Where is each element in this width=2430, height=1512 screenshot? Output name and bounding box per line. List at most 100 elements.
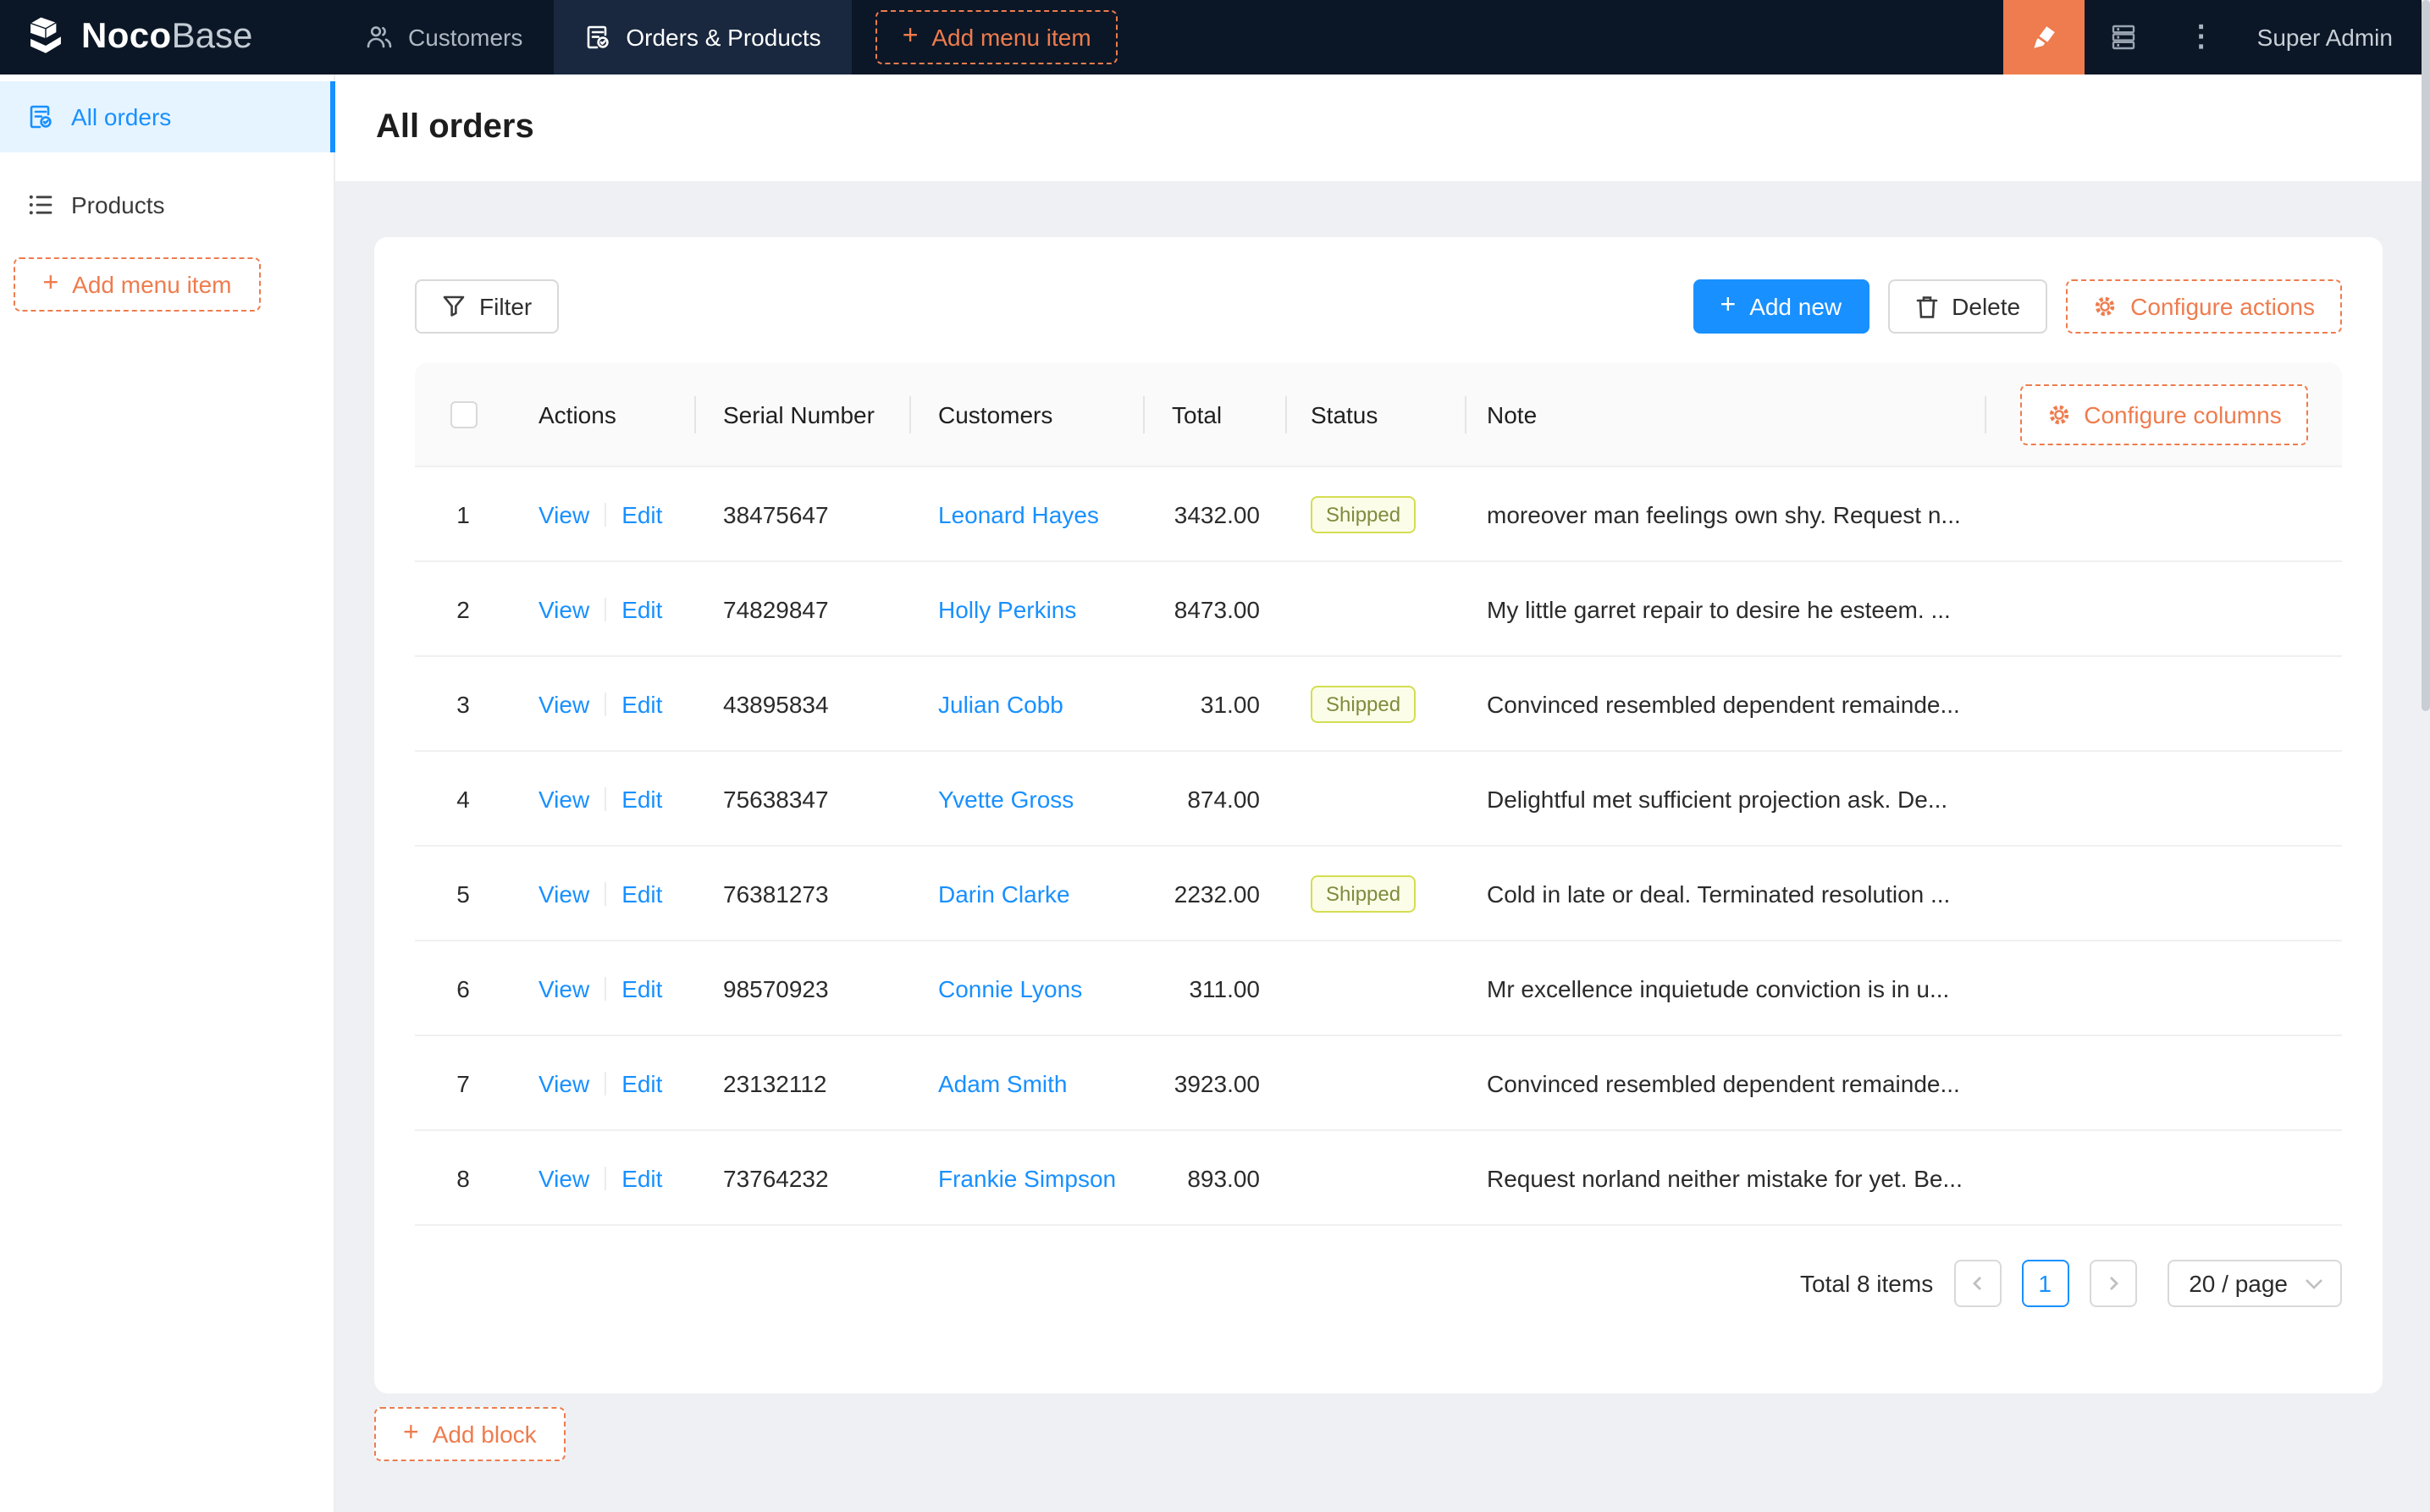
prev-page-button[interactable] [1953,1260,2002,1307]
page-size-select[interactable]: 20 / page [2167,1260,2342,1307]
edit-link[interactable]: Edit [621,500,663,527]
status-badge: Shipped [1311,495,1417,533]
column-header-actions: Actions [511,362,696,466]
button-label: Configure actions [2130,293,2315,320]
view-link[interactable]: View [538,595,590,622]
table-row: 7 View Edit 23132112 Adam Smith 3923.00 … [415,1036,2342,1131]
tab-customers[interactable]: Customers [335,0,553,74]
customer-link[interactable]: Holly Perkins [938,595,1077,622]
ui-editor-button[interactable] [2002,0,2085,74]
logo[interactable]: NocoBase [0,0,335,74]
view-link[interactable]: View [538,974,590,1002]
view-link[interactable]: View [538,690,590,717]
note-cell: Request norland neither mistake for yet.… [1487,1164,1963,1191]
pagination: Total 8 items 1 20 / page [415,1260,2342,1307]
user-menu[interactable]: Super Admin [2240,24,2430,51]
total-cell: 3432.00 [1174,500,1260,527]
edit-link[interactable]: Edit [621,1069,663,1096]
view-link[interactable]: View [538,880,590,907]
view-link[interactable]: View [538,500,590,527]
view-link[interactable]: View [538,1164,590,1191]
customer-link[interactable]: Adam Smith [938,1069,1068,1096]
navbar-right: ⋮ Super Admin [2002,0,2430,74]
row-index: 7 [456,1069,470,1096]
customer-link[interactable]: Julian Cobb [938,690,1063,717]
table-row: 1 View Edit 38475647 Leonard Hayes 3432.… [415,467,2342,562]
logo-text: NocoBase [81,17,253,56]
action-divider [605,976,607,1000]
serial-number-cell: 74829847 [723,595,829,622]
page-size-value: 20 / page [2189,1270,2288,1297]
action-divider [605,786,607,810]
row-index: 5 [456,880,470,907]
more-menu-button[interactable]: ⋮ [2162,0,2240,74]
add-new-button[interactable]: + Add new [1693,279,1869,334]
edit-link[interactable]: Edit [621,1164,663,1191]
customer-link[interactable]: Connie Lyons [938,974,1083,1002]
orders-icon [587,25,609,49]
highlighter-icon [2034,26,2055,48]
filter-button[interactable]: Filter [415,279,560,334]
serial-number-cell: 23132112 [723,1069,827,1096]
page-header: All orders [335,74,2430,181]
view-link[interactable]: View [538,1069,590,1096]
column-header-total: Total [1145,362,1287,466]
plus-icon: + [1720,290,1737,319]
note-cell: moreover man feelings own shy. Request n… [1487,500,1961,527]
select-all-checkbox[interactable] [450,400,477,428]
serial-number-cell: 75638347 [723,785,829,812]
configure-actions-button[interactable]: Configure actions [2066,279,2342,334]
add-menu-item-button-sidebar[interactable]: + Add menu item [14,257,261,312]
note-cell: Convinced resembled dependent remainde..… [1487,1069,1960,1096]
next-page-button[interactable] [2089,1260,2137,1307]
main-area: All orders Filter + Add new [335,74,2430,1512]
customer-link[interactable]: Yvette Gross [938,785,1074,812]
orders-table-block: Filter + Add new Delete [374,237,2383,1393]
sidebar-item-products[interactable]: Products [0,169,334,240]
add-block-button[interactable]: + Add block [374,1407,566,1461]
customer-link[interactable]: Leonard Hayes [938,500,1099,527]
edit-link[interactable]: Edit [621,974,663,1002]
scrollbar-thumb[interactable] [2422,0,2430,711]
edit-link[interactable]: Edit [621,785,663,812]
edit-link[interactable]: Edit [621,880,663,907]
delete-button[interactable]: Delete [1887,279,2048,334]
gear-icon [2049,404,2068,424]
add-menu-item-button-top[interactable]: + Add menu item [875,10,1118,64]
page-1-button[interactable]: 1 [2021,1260,2069,1307]
action-divider [605,1071,607,1095]
top-navbar: NocoBase Customers Orders & Products + A… [0,0,2430,74]
serial-number-cell: 76381273 [723,880,829,907]
serial-number-cell: 38475647 [723,500,829,527]
edit-link[interactable]: Edit [621,595,663,622]
button-label: Configure columns [2084,400,2282,428]
tab-label: Orders & Products [626,24,821,51]
action-divider [605,1166,607,1189]
chevron-right-icon [2109,1277,2118,1290]
sidebar-item-label: Products [71,191,165,218]
edit-link[interactable]: Edit [621,690,663,717]
column-header-customers: Customers [911,362,1145,466]
table-body: 1 View Edit 38475647 Leonard Hayes 3432.… [415,467,2342,1226]
row-index: 3 [456,690,470,717]
table-row: 6 View Edit 98570923 Connie Lyons 311.00… [415,941,2342,1036]
sidebar-item-all-orders[interactable]: All orders [0,81,335,152]
view-link[interactable]: View [538,785,590,812]
configure-columns-button[interactable]: Configure columns [2019,384,2309,444]
scrollbar[interactable] [2422,0,2430,1512]
plugin-manager-button[interactable] [2085,0,2162,74]
total-cell: 2232.00 [1174,880,1260,907]
customer-link[interactable]: Darin Clarke [938,880,1070,907]
column-header-note: Note [1466,362,1986,466]
action-divider [605,692,607,715]
customer-link[interactable]: Frankie Simpson [938,1164,1117,1191]
page-title: All orders [376,108,534,146]
plus-icon: + [403,1418,419,1447]
row-index: 2 [456,595,470,622]
tab-orders-products[interactable]: Orders & Products [553,0,852,74]
chevron-down-icon [2306,1278,2322,1289]
gear-icon [2095,296,2115,317]
note-cell: Convinced resembled dependent remainde..… [1487,690,1960,717]
filter-icon [443,295,465,317]
serial-number-cell: 43895834 [723,690,829,717]
